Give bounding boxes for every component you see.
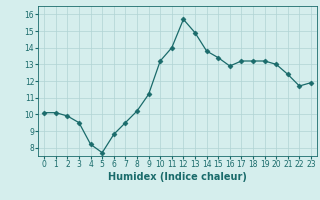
X-axis label: Humidex (Indice chaleur): Humidex (Indice chaleur) [108, 172, 247, 182]
